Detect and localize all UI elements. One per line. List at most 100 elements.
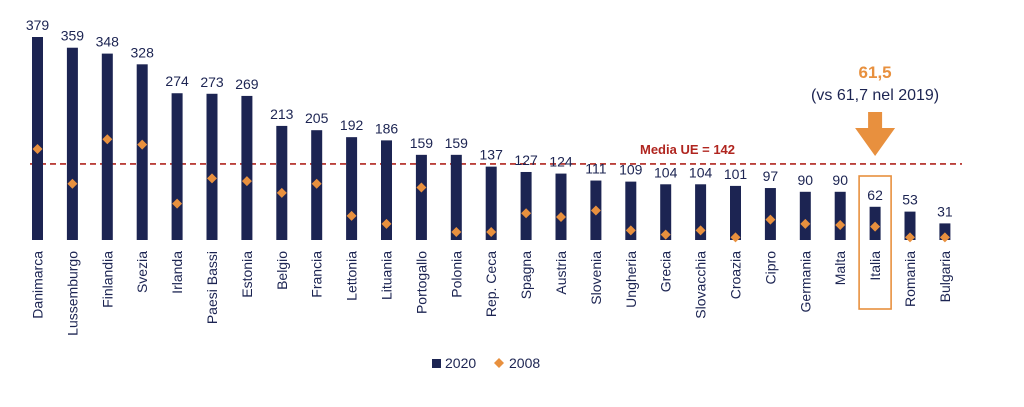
marker-2008	[416, 182, 427, 193]
value-label: 213	[270, 106, 294, 122]
value-label: 31	[937, 203, 953, 219]
value-label: 104	[689, 164, 713, 180]
category-label: Romania	[902, 251, 918, 307]
category-label: Austria	[553, 251, 569, 295]
category-label: Lettonia	[344, 251, 360, 301]
marker-2008	[67, 178, 78, 189]
category-label: Lituania	[379, 251, 395, 300]
category-label: Cipro	[762, 251, 778, 285]
category-label: Polonia	[448, 251, 464, 298]
bar-2020	[764, 188, 776, 240]
bar-2020	[904, 211, 916, 240]
value-label: 104	[654, 164, 678, 180]
highlight-note: (vs 61,7 nel 2019)	[811, 87, 939, 104]
bar-2020	[241, 95, 253, 240]
category-label: Estonia	[239, 251, 255, 298]
highlight-value: 61,5	[859, 63, 892, 82]
category-label: Svezia	[134, 251, 150, 293]
category-label: Ungheria	[623, 251, 639, 308]
value-label: 328	[131, 44, 155, 60]
marker-2008	[311, 178, 322, 189]
value-label: 359	[61, 28, 85, 44]
value-label: 269	[235, 76, 259, 92]
value-label: 348	[96, 34, 120, 50]
bar-2020	[101, 53, 113, 241]
category-label: Spagna	[518, 251, 534, 299]
bar-2020	[415, 154, 427, 240]
value-label: 111	[585, 161, 606, 177]
value-label: 192	[340, 117, 364, 133]
bar-2020	[939, 223, 951, 240]
marker-2008	[800, 218, 811, 229]
bar-2020	[695, 184, 707, 240]
marker-2008	[870, 221, 881, 232]
marker-2008	[451, 226, 462, 237]
legend-label-2008: 2008	[509, 355, 540, 371]
marker-2008	[695, 225, 706, 236]
marker-2008	[521, 208, 532, 219]
bar-2020	[520, 171, 532, 240]
category-label: Bulgaria	[937, 251, 953, 303]
bar-2020	[136, 64, 148, 240]
value-label: 97	[763, 168, 779, 184]
value-label: 273	[200, 74, 224, 90]
marker-2008	[730, 232, 741, 243]
category-label: Irlanda	[169, 251, 185, 294]
bar-2020	[276, 125, 288, 240]
value-label: 186	[375, 120, 399, 136]
category-label: Slovacchia	[693, 251, 709, 319]
marker-2008	[556, 211, 566, 222]
marker-2008	[346, 210, 357, 221]
category-label: Grecia	[658, 251, 674, 292]
highlight-arrow-icon	[855, 112, 896, 156]
value-label: 159	[410, 135, 434, 151]
average-label: Media UE = 142	[640, 142, 735, 157]
bar-2020	[32, 37, 43, 240]
value-label: 137	[480, 147, 504, 163]
value-label: 53	[902, 192, 918, 208]
category-label: Danimarca	[30, 251, 46, 319]
marker-2008	[32, 143, 43, 154]
value-label: 159	[445, 135, 469, 151]
bar-2020	[450, 154, 462, 240]
value-label: 127	[514, 152, 538, 168]
category-label: Francia	[309, 251, 325, 298]
bar-2020	[171, 93, 183, 240]
value-label: 379	[26, 17, 50, 33]
category-label: Croazia	[728, 251, 744, 299]
legend-swatch-2020	[432, 359, 441, 368]
bar-2020	[66, 47, 78, 240]
category-label: Paesi Bassi	[204, 251, 220, 324]
marker-2008	[172, 198, 183, 209]
value-label: 101	[724, 166, 748, 182]
value-label: 124	[549, 154, 573, 170]
category-label: Malta	[832, 251, 848, 285]
marker-2008	[590, 205, 601, 216]
category-label: Belgio	[274, 251, 290, 290]
category-label: Finlandia	[99, 251, 115, 308]
category-label: Lussemburgo	[64, 251, 80, 336]
marker-2008	[660, 229, 671, 240]
category-label: Rep. Ceca	[483, 251, 499, 317]
bar-2020	[660, 184, 672, 240]
marker-2008	[381, 218, 392, 229]
marker-2008	[939, 232, 950, 243]
value-label: 62	[867, 187, 883, 203]
marker-2008	[835, 220, 846, 231]
bar-2020	[206, 93, 218, 240]
bar-2020	[346, 137, 358, 240]
category-label: Slovenia	[588, 251, 604, 305]
legend-label-2020: 2020	[445, 355, 476, 371]
category-label: Italia	[867, 251, 883, 281]
bar-2020	[799, 191, 811, 240]
marker-2008	[102, 134, 113, 145]
marker-2008	[625, 225, 636, 236]
value-label: 274	[165, 73, 189, 89]
bar-2020	[834, 191, 846, 240]
marker-2008	[241, 176, 252, 187]
marker-2008	[905, 232, 915, 243]
category-label: Portogallo	[413, 251, 429, 314]
bar-2020	[381, 140, 392, 240]
value-label: 90	[832, 172, 848, 188]
